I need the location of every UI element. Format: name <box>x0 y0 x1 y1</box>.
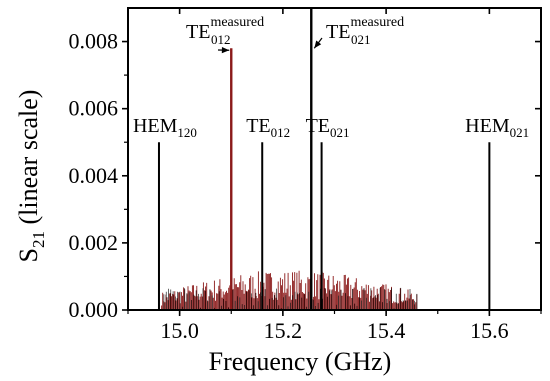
predicted-label-0: HEM120 <box>133 115 197 140</box>
y-axis-title-subscript: 21 <box>29 231 48 248</box>
annotation-arrowhead-1 <box>314 40 322 49</box>
x-ticks: 15.0 15.2 15.4 15.6 <box>127 8 542 343</box>
y-tick-label: 0.000 <box>69 297 119 322</box>
x-tick-label: 15.6 <box>470 318 509 343</box>
y-tick-label: 0.008 <box>69 29 119 54</box>
x-axis-title: Frequency (GHz) <box>209 347 392 376</box>
y-axis-title: S21 (linear scale) <box>14 90 48 263</box>
noise-trace <box>161 270 418 310</box>
x-tick-label: 15.0 <box>160 318 199 343</box>
axes <box>127 7 542 311</box>
x-tick-label: 15.2 <box>264 318 303 343</box>
measured-label-1: TEmeasured 021 <box>326 15 404 47</box>
y-tick-label: 0.002 <box>69 230 119 255</box>
mode-annotations: TEmeasured 012 TEmeasured 021 <box>186 15 404 54</box>
noise-trace-dark <box>163 287 418 310</box>
plot-frame <box>127 7 542 311</box>
y-tick-label: 0.004 <box>69 163 119 188</box>
measured-noise-floor <box>161 270 418 310</box>
y-tick-label: 0.006 <box>69 96 119 121</box>
measured-peaks <box>230 8 313 310</box>
predicted-label-3: HEM021 <box>465 115 529 140</box>
predicted-label-2: TE021 <box>306 115 350 140</box>
y-axis-title-main: S <box>14 248 43 262</box>
predicted-mode-lines: HEM120 TE012 TE021 HEM021 <box>133 115 529 310</box>
y-ticks: 0.000 0.002 0.004 0.006 0.008 <box>69 29 541 322</box>
y-axis-title-rest: (linear scale) <box>14 90 43 231</box>
annotation-arrowhead-0 <box>221 46 230 54</box>
predicted-label-1: TE012 <box>246 115 290 140</box>
x-tick-label: 15.4 <box>367 318 406 343</box>
measured-label-0: TEmeasured 012 <box>186 15 264 47</box>
